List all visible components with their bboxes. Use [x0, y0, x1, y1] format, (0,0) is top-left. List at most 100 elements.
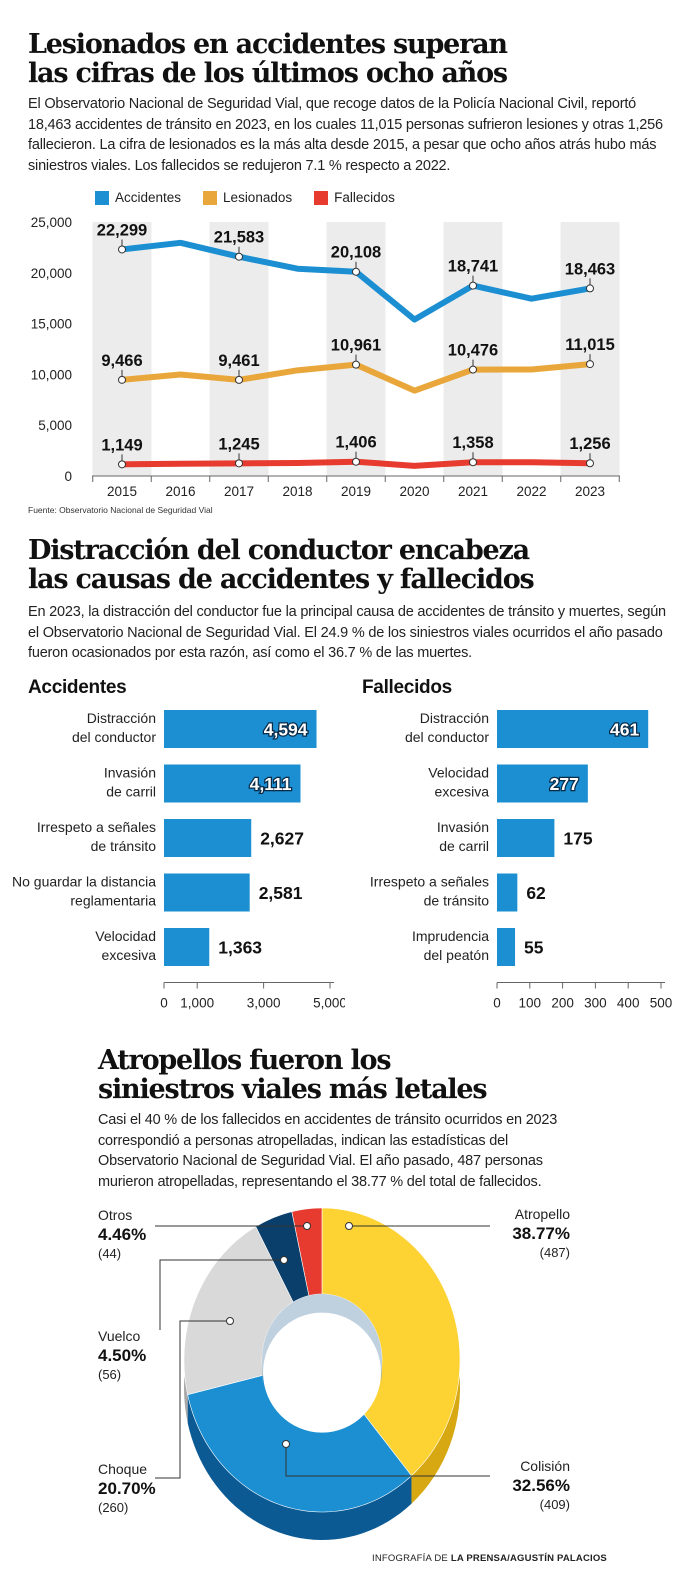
year-band-2023 — [560, 222, 620, 476]
section1-intro: El Observatorio Nacional de Seguridad Vi… — [28, 96, 663, 174]
x-tick-label: 1,000 — [180, 996, 214, 1011]
x-tick-label-2016: 2016 — [165, 484, 195, 499]
data-label-fallecidos: 1,406 — [335, 434, 376, 452]
bar-distraccion-del-conductor — [164, 710, 317, 748]
value-label-distraccion-del-conductor: 461 — [610, 720, 639, 740]
leader-dot-colision — [282, 1440, 290, 1448]
bar-irrespeto-a-senales-de-transito — [164, 819, 252, 857]
legend-label-lesionados: Lesionados — [223, 190, 293, 205]
line-chart: 0 5,000 10,000 15,000 20,000 25,000 2015 2016 20… — [31, 215, 620, 499]
data-label-accidentes: 21,583 — [214, 229, 264, 247]
data-point-lesionados — [118, 375, 126, 384]
donut-label-atropello-name: Atropello — [514, 1206, 570, 1222]
bar-imprudencia-del-peaton — [497, 928, 516, 966]
credit-name: LA PRENSA/AGUSTÍN PALACIOS — [450, 1553, 607, 1564]
value-label-no-guardar-la-distancia-reglamentaria: 2,581 — [259, 883, 303, 903]
y-tick-label: 10,000 — [31, 367, 72, 382]
leader-dot-otros — [303, 1222, 311, 1230]
legend-swatch-accidentes — [95, 190, 109, 205]
data-label-lesionados: 9,466 — [101, 352, 142, 370]
year-band-2017 — [209, 222, 269, 476]
section3-intro: Casi el 40 % de los fallecidos en accide… — [98, 1112, 558, 1190]
leader-dot-choque — [226, 1317, 234, 1325]
y-tick-label: 20,000 — [31, 266, 72, 281]
section3-title: Atropellos fueron los siniestros viales … — [98, 1045, 488, 1105]
category-label-velocidad-excesiva: Velocidad — [95, 928, 156, 944]
value-label-invasion-de-carril: 4,111 — [250, 774, 292, 794]
category-label-invasion-de-carril: de carril — [439, 838, 489, 854]
section3-title-line1: Atropellos fueron los — [98, 1045, 392, 1076]
donut-label-colision: Colisión 32.56% (409) — [490, 1457, 570, 1514]
data-label-accidentes: 18,463 — [565, 260, 615, 278]
data-point-fallecidos — [235, 459, 243, 468]
donut-label-choque: Choque 20.70% (260) — [98, 1460, 156, 1517]
credit: INFOGRAFÍA DE LA PRENSA/AGUSTÍN PALACIOS — [372, 1553, 607, 1564]
y-tick-label: 25,000 — [31, 215, 72, 230]
legend-swatch-fallecidos — [314, 190, 329, 205]
category-label-distraccion-del-conductor: del conductor — [72, 729, 156, 745]
data-label-lesionados: 11,015 — [565, 336, 615, 354]
data-point-lesionados — [352, 360, 360, 369]
section1-title-line1: Lesionados en accidentes superan — [28, 29, 508, 60]
value-label-velocidad-excesiva: 1,363 — [218, 938, 262, 958]
x-tick-label-2023: 2023 — [575, 484, 605, 499]
section1-title-line2: las cifras de los últimos ocho años — [28, 58, 508, 89]
fallecidos-bar-chart: Distracción del conductor 461 Velocidad exce… — [370, 710, 673, 1011]
legend-swatch-lesionados — [203, 190, 218, 205]
bar-invasion-de-carril — [497, 819, 555, 857]
x-tick-label: 100 — [519, 996, 542, 1011]
credit-prefix: INFOGRAFÍA DE — [372, 1553, 451, 1564]
data-label-lesionados: 9,461 — [218, 352, 259, 370]
x-tick-label: 500 — [650, 996, 673, 1011]
x-tick-label-2015: 2015 — [107, 484, 137, 499]
donut-label-otros-percent: 4.46% — [98, 1225, 147, 1244]
donut-label-otros-count: (44) — [98, 1246, 122, 1261]
fallecidos-chart-title: Fallecidos — [362, 677, 452, 698]
category-label-invasion-de-carril: de carril — [106, 784, 156, 800]
data-label-accidentes: 18,741 — [448, 258, 498, 276]
donut-label-atropello: Atropello 38.77% (487) — [490, 1205, 570, 1262]
data-point-accidentes — [586, 284, 594, 293]
x-tick-label: 5,000 — [313, 996, 345, 1011]
year-band-2015 — [92, 222, 152, 476]
data-label-fallecidos: 1,256 — [569, 435, 610, 453]
section2-title: Distracción del conductor encabeza las c… — [28, 535, 535, 595]
leader-dot-vuelco — [280, 1256, 288, 1264]
donut-label-atropello-percent: 38.77% — [512, 1224, 570, 1243]
section3-title-line2: siniestros viales más letales — [98, 1074, 488, 1105]
data-point-fallecidos — [469, 458, 477, 467]
value-label-irrespeto-a-senales-de-transito: 2,627 — [260, 829, 304, 849]
category-label-distraccion-del-conductor: Distracción — [420, 710, 489, 726]
bar-irrespeto-a-senales-de-transito — [497, 873, 518, 912]
data-point-accidentes — [469, 281, 477, 290]
category-label-irrespeto-a-senales-de-transito: de tránsito — [91, 838, 157, 854]
legend-label-accidentes: Accidentes — [115, 190, 182, 205]
donut-label-atropello-count: (487) — [539, 1245, 570, 1260]
data-label-accidentes: 20,108 — [331, 244, 381, 262]
donut-label-vuelco-count: (56) — [98, 1367, 122, 1382]
donut-label-vuelco: Vuelco 4.50% (56) — [98, 1327, 146, 1384]
donut-hole — [263, 1312, 381, 1433]
category-label-no-guardar-la-distancia-reglamentaria: reglamentaria — [70, 893, 156, 909]
category-label-distraccion-del-conductor: del conductor — [405, 729, 489, 745]
leader-colision — [285, 1444, 490, 1477]
category-label-irrespeto-a-senales-de-transito: Irrespeto a señales — [37, 819, 156, 835]
accidentes-chart-title: Accidentes — [28, 677, 127, 698]
line-chart-legend: Accidentes Lesionados Fallecidos — [95, 190, 395, 205]
donut-label-choque-count: (260) — [98, 1500, 129, 1515]
legend-item-fallecidos: Fallecidos — [314, 190, 395, 205]
data-label-lesionados: 10,476 — [448, 342, 498, 360]
data-label-lesionados: 10,961 — [331, 337, 381, 355]
x-tick-label-2017: 2017 — [224, 484, 254, 499]
section1-title: Lesionados en accidentes superan las cif… — [28, 29, 508, 89]
value-label-distraccion-del-conductor: 4,594 — [264, 720, 308, 740]
legend-item-lesionados: Lesionados — [203, 190, 292, 205]
donut-label-colision-name: Colisión — [520, 1458, 570, 1474]
data-point-lesionados — [586, 360, 594, 369]
x-tick-label: 400 — [617, 996, 640, 1011]
value-label-invasion-de-carril: 175 — [563, 829, 592, 849]
source-note: Fuente: Observatorio Nacional de Segurid… — [28, 505, 213, 515]
section2-title-line1: Distracción del conductor encabeza — [28, 535, 530, 566]
bar-velocidad-excesiva — [164, 928, 210, 966]
section2-title-line2: las causas de accidentes y fallecidos — [28, 564, 535, 595]
